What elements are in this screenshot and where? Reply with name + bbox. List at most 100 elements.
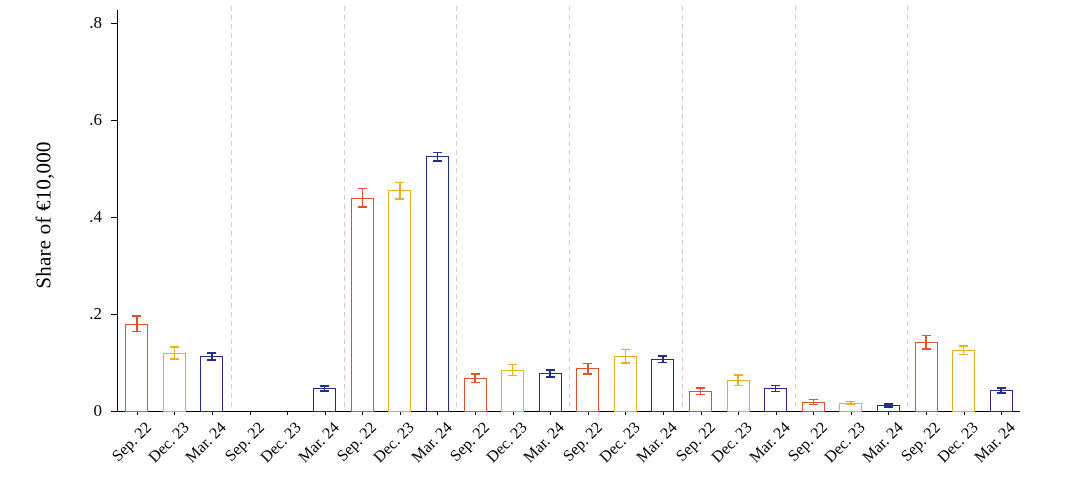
error-bar-cap-bottom (508, 374, 518, 377)
x-tick-label: Sep. 22 (559, 419, 606, 465)
error-bar-cap-bottom (658, 361, 668, 364)
error-bar-cap-bottom (733, 384, 743, 387)
error-bar-cap-top (921, 334, 931, 337)
error-bar-cap-top (207, 352, 217, 354)
x-axis-line (117, 411, 1020, 412)
error-bar-cap-top (508, 363, 518, 366)
x-tick-label: Dec. 23 (257, 419, 306, 467)
x-tick (174, 411, 176, 415)
error-bar-line (850, 400, 852, 405)
group-separator-line (344, 6, 345, 411)
error-bar-cap-bottom (620, 362, 630, 364)
bar (952, 349, 976, 412)
bar (914, 342, 938, 412)
group-separator-line (231, 6, 232, 411)
error-bar-cap-bottom (470, 381, 480, 384)
error-bar-line (662, 355, 664, 363)
y-tick-label: .4 (89, 207, 102, 226)
y-tick-label: 0 (93, 401, 103, 420)
error-bar-line (587, 362, 589, 375)
group-separator-line (569, 6, 570, 411)
error-bar-cap-top (846, 400, 856, 403)
x-tick-label: Dec. 23 (370, 419, 418, 467)
x-tick-label: Mar. 24 (521, 419, 569, 467)
x-tick-label: Mar. 24 (408, 419, 456, 467)
error-bar-line (962, 345, 965, 355)
x-tick-label: Mar. 24 (182, 419, 230, 467)
bar (388, 190, 412, 412)
x-tick (587, 411, 589, 415)
error-bar-cap-top (432, 151, 442, 154)
error-bar-cap-bottom (432, 160, 442, 162)
x-tick (136, 411, 138, 415)
y-tick (111, 411, 117, 412)
error-bar-cap-top (132, 315, 142, 317)
error-bar-cap-top (320, 385, 330, 387)
error-bar-line (361, 187, 364, 208)
y-tick (111, 217, 117, 218)
x-tick (738, 411, 740, 415)
error-bar-line (774, 384, 777, 392)
group-separator-line (456, 6, 457, 411)
x-tick-label: Mar. 24 (859, 419, 907, 467)
x-tick-label: Sep. 22 (898, 419, 945, 465)
x-tick (437, 411, 439, 415)
error-bar-cap-top (357, 187, 367, 190)
x-tick (362, 411, 364, 415)
error-bar-cap-bottom (808, 403, 818, 406)
x-tick (926, 411, 928, 415)
y-tick-label: .8 (89, 13, 102, 32)
x-tick-label: Mar. 24 (295, 419, 343, 467)
y-tick (111, 314, 117, 315)
error-bar-cap-bottom (395, 198, 405, 200)
error-bar-cap-bottom (169, 358, 179, 360)
x-tick-label: Dec. 23 (934, 419, 982, 467)
x-tick-label: Dec. 23 (708, 419, 757, 467)
x-tick-label: Sep. 22 (785, 419, 832, 465)
error-bar-line (399, 181, 401, 200)
error-bar-line (887, 403, 890, 408)
x-tick (850, 411, 852, 415)
x-tick (1001, 411, 1003, 415)
error-bar-cap-bottom (545, 376, 555, 378)
bar (613, 356, 637, 412)
error-bar-line (211, 352, 213, 361)
group-separator-line (795, 6, 796, 411)
x-tick (287, 411, 289, 415)
error-bar-cap-top (620, 348, 630, 351)
error-bar-line (436, 151, 439, 162)
error-bar-cap-bottom (996, 392, 1006, 394)
y-axis-line (117, 10, 118, 412)
error-bar-cap-top (470, 373, 480, 375)
x-tick (625, 411, 627, 415)
error-bar-cap-bottom (320, 390, 330, 392)
x-tick-label: Sep. 22 (334, 419, 381, 465)
x-tick (700, 411, 702, 415)
error-bar-line (737, 374, 739, 386)
bar (350, 197, 374, 412)
x-tick-label: Dec. 23 (821, 419, 869, 467)
error-bar-cap-top (583, 362, 593, 364)
group-separator-line (907, 6, 908, 411)
error-bar-line (699, 387, 702, 395)
bar (501, 369, 525, 412)
error-bar-cap-top (733, 374, 743, 376)
error-bar-line (173, 346, 176, 360)
error-bar-cap-bottom (959, 353, 969, 356)
error-bar-cap-top (996, 387, 1006, 389)
error-bar-cap-top (771, 384, 781, 387)
group-separator-line (682, 6, 683, 411)
error-bar-line (474, 373, 476, 383)
error-bar-cap-top (959, 345, 969, 347)
x-tick-label: Dec. 23 (596, 419, 644, 467)
error-bar-line (549, 369, 551, 378)
x-tick (963, 411, 965, 415)
x-tick-label: Sep. 22 (447, 419, 494, 465)
x-tick-label: Dec. 23 (145, 419, 193, 467)
error-bar-cap-top (169, 346, 179, 348)
error-bar-cap-top (658, 355, 668, 357)
x-tick (249, 411, 251, 415)
x-tick-label: Mar. 24 (972, 419, 1020, 467)
